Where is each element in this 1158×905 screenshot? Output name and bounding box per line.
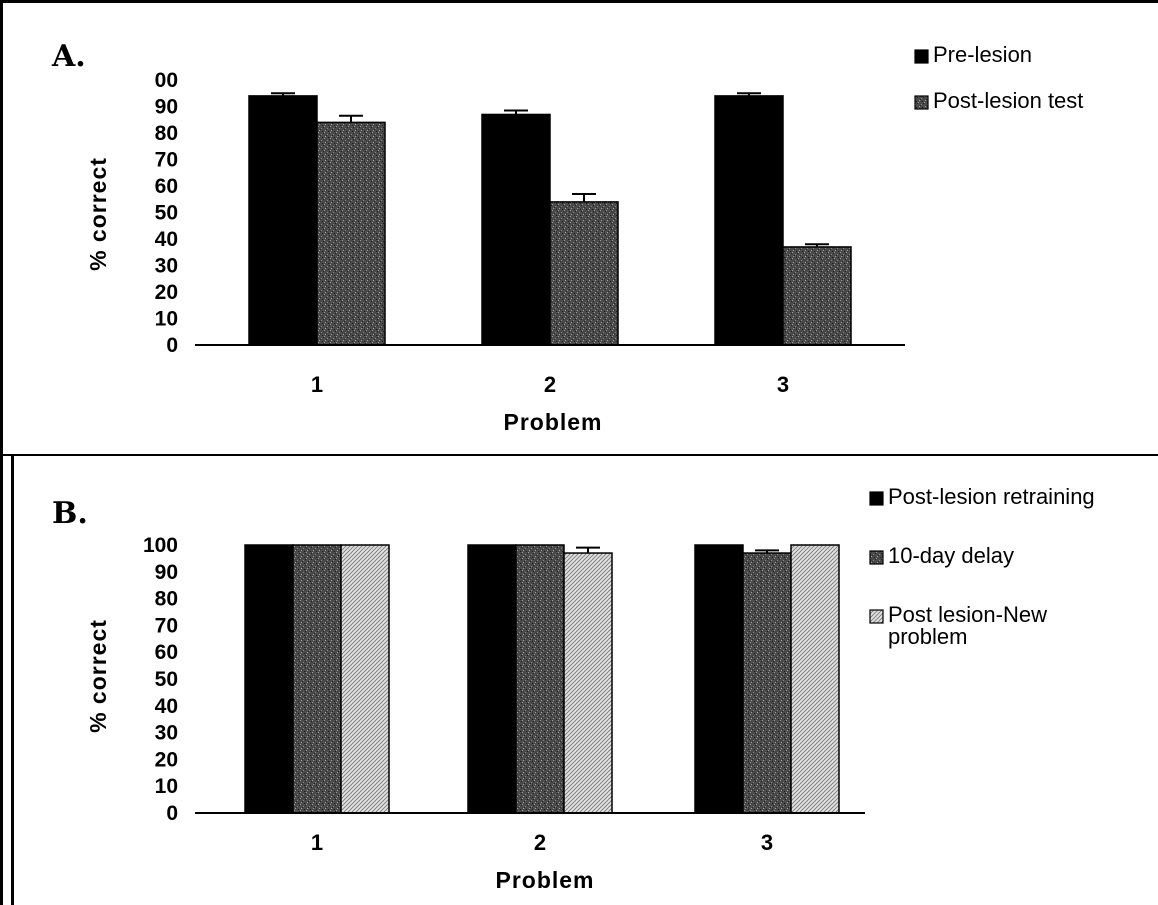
bar — [340, 544, 390, 814]
bar — [515, 544, 565, 814]
y-tick-label: 50 — [155, 202, 178, 225]
bar — [244, 544, 294, 814]
y-tick-label: 80 — [155, 122, 178, 145]
y-tick-label: 60 — [155, 175, 178, 198]
panel-a-x-axis-title: Problem — [503, 409, 602, 435]
y-tick-label: 80 — [155, 588, 178, 611]
legend-label: problem — [888, 624, 967, 649]
y-tick-label: 20 — [155, 281, 178, 304]
x-tick-label: 3 — [761, 830, 773, 855]
x-tick-label: 1 — [311, 372, 323, 397]
bar — [790, 544, 840, 814]
bar — [549, 201, 619, 346]
y-tick-label: 60 — [155, 641, 178, 664]
legend-label: Post lesion-New — [888, 602, 1047, 627]
panel-a-y-axis-title: % correct — [85, 157, 111, 271]
panel-a-letter: A. — [51, 39, 86, 74]
y-tick-label: 10 — [155, 308, 178, 331]
panel-a: A. % correct Problem 0090807060504030201… — [51, 39, 1083, 435]
bar — [714, 95, 784, 346]
legend-label: Pre-lesion — [933, 42, 1032, 67]
y-tick-label: 0 — [166, 334, 178, 357]
panel-b-y-axis-title: % correct — [85, 619, 111, 733]
y-tick-label: 90 — [155, 561, 178, 584]
y-tick-label: 30 — [155, 255, 178, 278]
legend-swatch — [914, 95, 929, 110]
y-tick-label: 0 — [166, 802, 178, 825]
bar — [742, 552, 792, 814]
x-tick-label: 2 — [544, 372, 556, 397]
x-tick-label: 2 — [534, 830, 546, 855]
legend-swatch — [869, 609, 884, 624]
panel-a-x-ticks: 1 2 3 — [311, 372, 789, 397]
bar — [481, 113, 551, 346]
legend-swatch — [869, 491, 884, 506]
panel-b-x-ticks: 1 2 3 — [311, 830, 773, 855]
panel-a-bars — [248, 92, 852, 346]
legend-label: 10-day delay — [888, 543, 1014, 568]
bar — [292, 544, 342, 814]
panel-b-x-axis-title: Problem — [495, 867, 594, 893]
panel-b-legend: Post-lesion retraining 10-day delay Post l… — [869, 484, 1095, 649]
y-tick-label: 40 — [155, 228, 178, 251]
x-tick-label: 1 — [311, 830, 323, 855]
bar — [782, 246, 852, 346]
bar — [563, 552, 613, 814]
panel-a-legend: Pre-lesion Post-lesion test — [914, 42, 1083, 113]
y-tick-label: 50 — [155, 668, 178, 691]
legend-swatch — [914, 49, 929, 64]
x-tick-label: 3 — [777, 372, 789, 397]
y-tick-label: 70 — [155, 614, 178, 637]
panel-b: B. % correct Problem 1009080706050403020… — [52, 484, 1095, 893]
legend-label: Post-lesion retraining — [888, 484, 1095, 509]
bar — [248, 95, 318, 346]
y-tick-label: 90 — [155, 96, 178, 119]
y-tick-label: 20 — [155, 748, 178, 771]
y-tick-label: 70 — [155, 149, 178, 172]
panel-b-bars — [244, 544, 840, 814]
y-tick-label: 40 — [155, 695, 178, 718]
y-tick-label: 10 — [155, 775, 178, 798]
bar — [694, 544, 744, 814]
y-tick-label: 30 — [155, 722, 178, 745]
panel-b-letter: B. — [52, 496, 88, 531]
legend-label: Post-lesion test — [933, 88, 1083, 113]
legend-swatch — [869, 550, 884, 565]
bar — [316, 121, 386, 346]
y-tick-label: 100 — [143, 534, 178, 557]
bar — [467, 544, 517, 814]
y-tick-label: 00 — [155, 69, 178, 92]
panel-a-y-ticks: 00 90 80 70 60 50 40 30 20 10 0 — [155, 69, 178, 357]
